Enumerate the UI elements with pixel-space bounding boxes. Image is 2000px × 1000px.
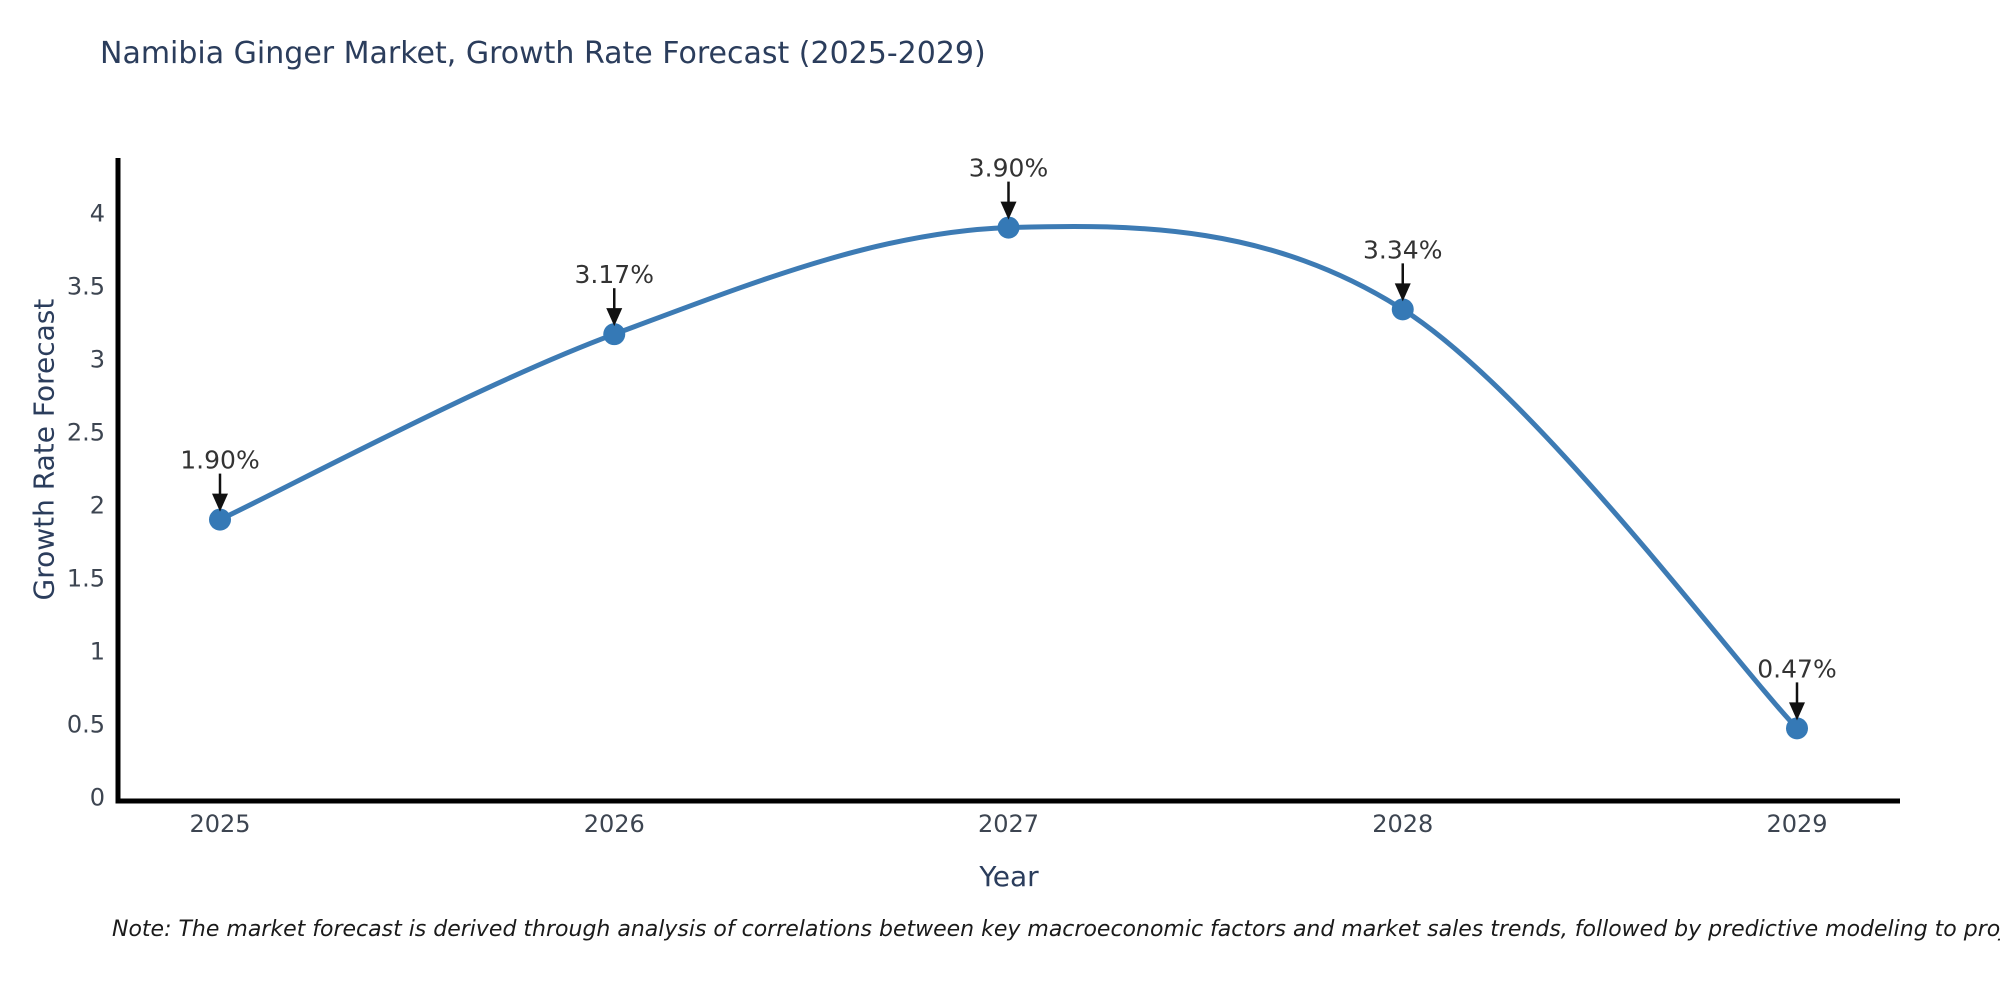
annotation-arrowhead-icon [1789,702,1805,721]
data-point-marker [603,323,626,346]
y-tick-label: 3.5 [67,272,105,300]
point-annotation-label: 1.90% [180,446,259,475]
point-annotation-label: 3.90% [969,154,1048,183]
data-point-marker [209,508,231,531]
data-point-marker [1391,298,1414,321]
point-annotation: 3.34% [1363,235,1442,302]
data-point-marker [1786,717,1808,740]
point-annotation: 1.90% [180,446,260,512]
point-annotation-label: 3.17% [575,260,654,289]
y-tick-label: 0 [90,783,105,811]
footnote: Note: The market forecast is derived thr… [112,917,2000,942]
x-tick-label: 2028 [1372,810,1433,838]
x-tick-label: 2025 [189,810,250,838]
point-annotation-label: 3.34% [1363,235,1442,264]
y-tick-label: 2 [90,491,105,519]
point-annotation: 3.90% [969,154,1048,220]
y-tick-label: 1 [90,637,105,665]
chart-title: Namibia Ginger Market, Growth Rate Forec… [100,36,986,71]
point-annotation-label: 0.47% [1757,654,1836,683]
y-tick-label: 1.5 [67,564,105,592]
y-tick-label: 3 [90,345,105,373]
y-tick-label: 0.5 [67,710,105,738]
data-point-marker [997,216,1020,239]
x-tick-label: 2027 [978,810,1039,838]
y-tick-label: 4 [90,199,105,227]
x-axis-title: Year [979,860,1039,893]
x-tick-label: 2026 [584,810,645,838]
point-annotation: 3.17% [575,260,654,327]
y-axis-title: Growth Rate Forecast [27,298,61,601]
annotation-arrowhead-icon [1000,201,1017,220]
x-tick-label: 2029 [1766,810,1827,838]
annotation-arrowhead-icon [606,308,623,327]
y-tick-label: 2.5 [67,418,105,446]
annotation-arrowhead-icon [1394,283,1411,302]
point-annotation: 0.47% [1757,654,1837,721]
annotation-arrowhead-icon [212,493,228,512]
forecast-spline-line [217,223,1800,731]
